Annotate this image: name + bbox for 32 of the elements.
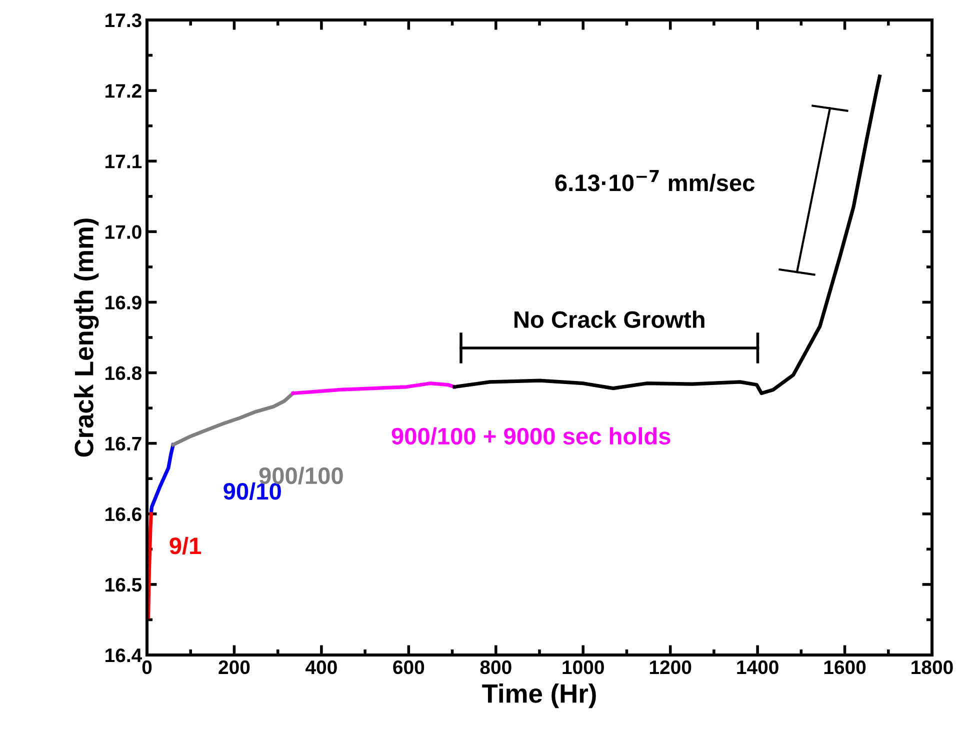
- line-series: [150, 442, 175, 512]
- y-tick-label: 17.0: [106, 225, 142, 239]
- x-tick-label: 0: [142, 660, 152, 674]
- series-label: 9/1: [170, 536, 202, 554]
- y-tick-label: 16.4: [106, 648, 142, 662]
- line-series: [452, 74, 882, 396]
- line-series: [291, 382, 456, 396]
- text: 900/100: [259, 466, 343, 484]
- y-tick-label: 16.8: [106, 366, 142, 380]
- y-tick-label: 16.7: [106, 436, 142, 451]
- x-tick-label: 1600: [824, 660, 866, 674]
- x-axis-title: Time (Hr): [482, 684, 596, 708]
- text: 90/10: [224, 482, 281, 500]
- series-label: 900/100 + 9000 sec holds: [392, 427, 670, 445]
- y-axis-title: Crack Length (mm): [74, 218, 99, 457]
- x-tick-label: 1200: [650, 660, 692, 674]
- annotation: No Crack Growth: [514, 310, 704, 328]
- x-tick-label: 600: [393, 660, 424, 674]
- y-tick-label: 17.1: [106, 154, 142, 168]
- y-tick-label: 16.6: [106, 507, 142, 522]
- x-tick-label: 1400: [737, 660, 778, 674]
- x-tick-label: 1000: [562, 660, 604, 674]
- y-tick-label: 17.3: [106, 13, 142, 28]
- y-tick-label: 17.2: [106, 84, 142, 98]
- y-tick-label: 16.5: [106, 578, 142, 592]
- x-tick-label: 800: [480, 660, 512, 674]
- y-tick-label: 16.9: [106, 296, 142, 310]
- annotation: 6.13·10$^{−7}$ mm/sec: [555, 170, 755, 192]
- x-tick-label: 400: [306, 660, 337, 674]
- line-series: [171, 391, 295, 447]
- x-tick-label: 200: [218, 660, 250, 674]
- x-tick-label: 1800: [912, 660, 953, 674]
